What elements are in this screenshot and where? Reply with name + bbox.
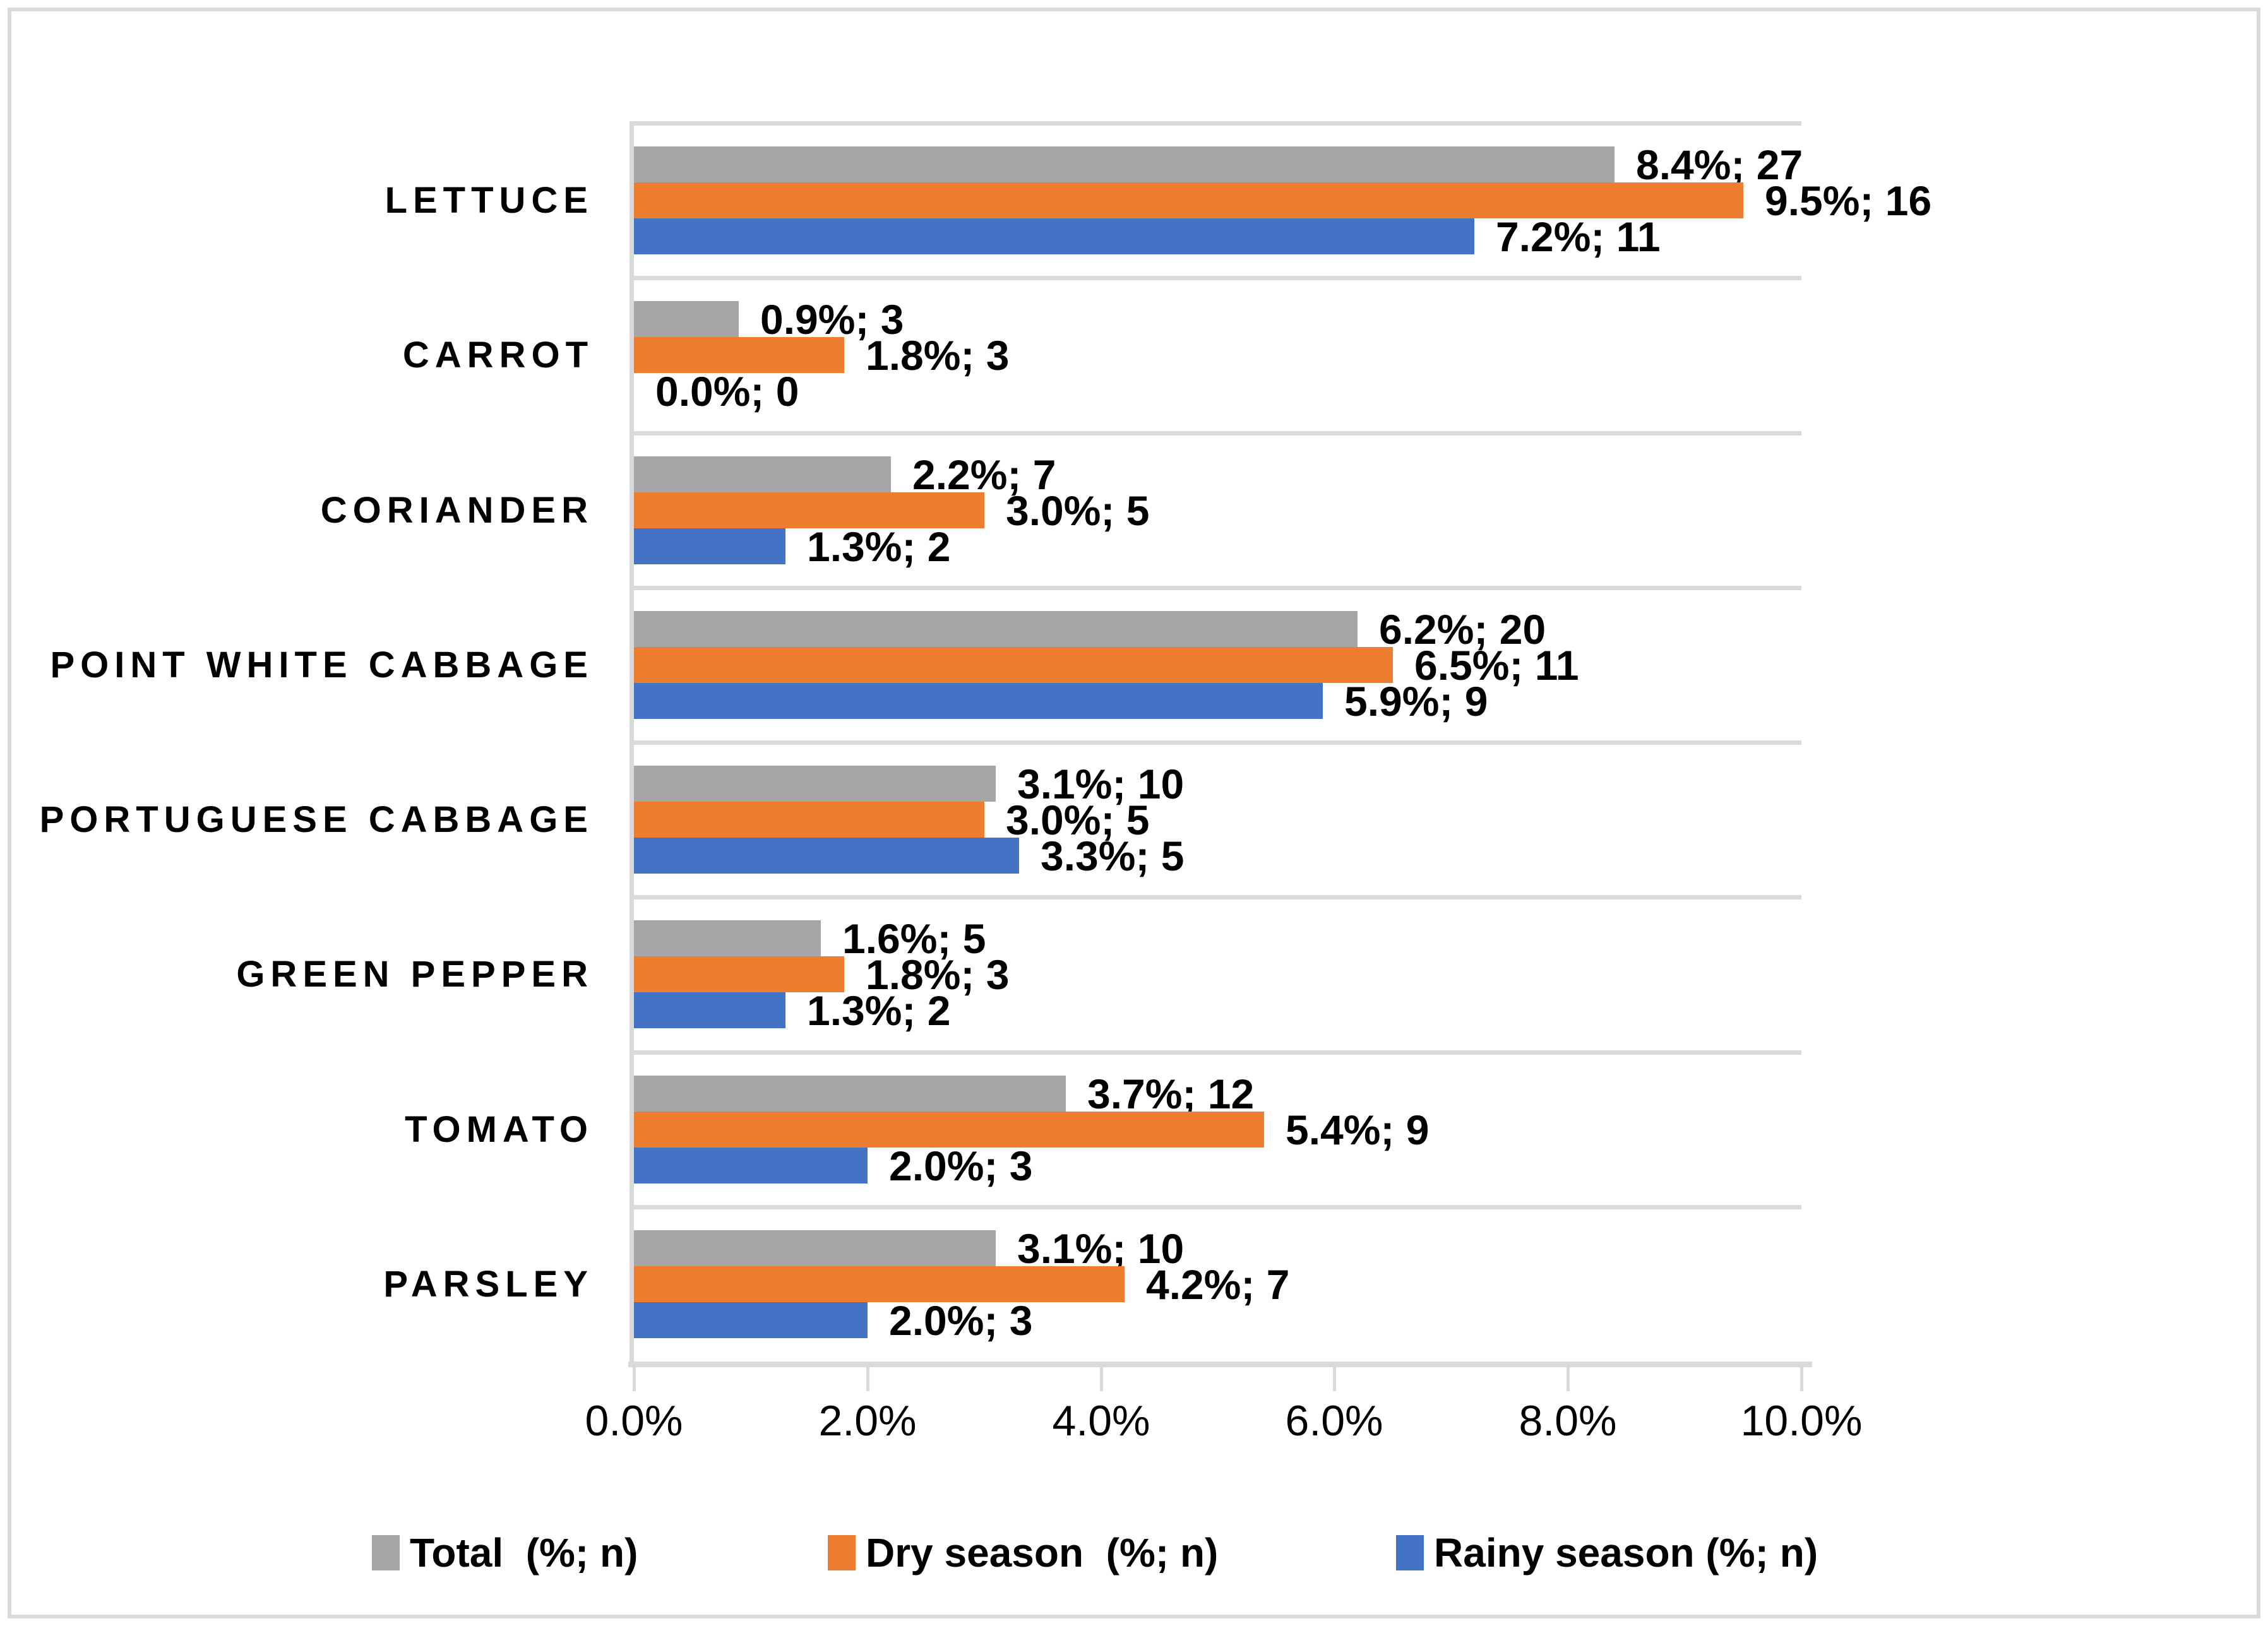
category-label: PARSLEY xyxy=(383,1263,594,1305)
bar-dry-point-white-cabbage xyxy=(634,647,1393,683)
category-label: PORTUGUESE CABBAGE xyxy=(39,799,594,841)
x-axis-tick xyxy=(633,1367,636,1391)
x-tick-label: 2.0% xyxy=(818,1397,917,1445)
x-axis-tick xyxy=(1333,1367,1336,1391)
data-label: 0.9%; 3 xyxy=(760,295,904,343)
x-axis-tick xyxy=(1800,1367,1803,1391)
bar-dry-carrot xyxy=(634,337,844,373)
bar-rainy-coriander xyxy=(634,528,785,564)
x-axis-line xyxy=(628,1362,1812,1367)
x-axis-tick xyxy=(866,1367,869,1391)
category-separator-gridline xyxy=(630,740,1801,745)
category-separator-gridline xyxy=(630,431,1801,436)
category-separator-gridline xyxy=(630,586,1801,590)
data-label: 8.4%; 27 xyxy=(1636,141,1803,188)
data-label: 3.7%; 12 xyxy=(1087,1070,1255,1117)
data-label: 1.3%; 2 xyxy=(807,523,951,570)
legend-item-dry: Dry season (%; n) xyxy=(828,1530,1218,1576)
x-tick-label: 4.0% xyxy=(1052,1397,1150,1445)
bar-total-portuguese-cabbage xyxy=(634,766,996,802)
category-separator-gridline xyxy=(630,276,1801,280)
data-label: 5.9%; 9 xyxy=(1344,677,1488,725)
bar-dry-green-pepper xyxy=(634,956,844,992)
bar-rainy-point-white-cabbage xyxy=(634,683,1323,719)
data-label: 4.2%; 7 xyxy=(1146,1261,1290,1308)
data-label: 1.8%; 3 xyxy=(866,331,1010,379)
legend-marker-icon xyxy=(1396,1535,1424,1570)
category-label: POINT WHITE CABBAGE xyxy=(50,644,594,685)
data-label: 3.0%; 5 xyxy=(1006,487,1150,534)
category-label: LETTUCE xyxy=(385,180,594,222)
legend-item-total: Total (%; n) xyxy=(372,1530,638,1576)
bar-total-tomato xyxy=(634,1076,1066,1112)
legend-item-rainy: Rainy season (%; n) xyxy=(1396,1530,1818,1576)
bar-dry-portuguese-cabbage xyxy=(634,802,984,838)
data-label: 0.0%; 0 xyxy=(655,367,799,415)
data-label: 5.4%; 9 xyxy=(1286,1106,1429,1153)
bar-dry-coriander xyxy=(634,492,984,528)
data-label: 2.2%; 7 xyxy=(912,451,1056,498)
bar-dry-tomato xyxy=(634,1112,1264,1148)
x-axis-tick xyxy=(1567,1367,1570,1391)
x-tick-label: 8.0% xyxy=(1519,1397,1617,1445)
data-label: 2.0%; 3 xyxy=(889,1297,1033,1344)
y-axis-line xyxy=(630,121,634,1365)
data-label: 3.3%; 5 xyxy=(1041,832,1185,879)
category-separator-gridline xyxy=(630,1205,1801,1209)
category-label: TOMATO xyxy=(405,1108,594,1150)
legend-label: Dry season (%; n) xyxy=(866,1530,1219,1576)
x-tick-label: 10.0% xyxy=(1740,1397,1863,1445)
data-label: 3.1%; 10 xyxy=(1017,760,1185,807)
legend-label: Total (%; n) xyxy=(410,1530,638,1576)
category-label: CARROT xyxy=(402,335,594,376)
data-label: 9.5%; 16 xyxy=(1765,177,1932,224)
bar-rainy-tomato xyxy=(634,1148,868,1184)
bar-total-point-white-cabbage xyxy=(634,611,1358,647)
x-axis-tick xyxy=(1100,1367,1103,1391)
bar-rainy-portuguese-cabbage xyxy=(634,838,1019,874)
plot-top-gridline xyxy=(630,121,1801,126)
bar-rainy-green-pepper xyxy=(634,992,785,1028)
bar-total-lettuce xyxy=(634,146,1614,182)
bar-total-carrot xyxy=(634,301,739,337)
x-tick-label: 0.0% xyxy=(585,1397,683,1445)
category-label: CORIANDER xyxy=(320,489,594,531)
bar-total-green-pepper xyxy=(634,920,821,956)
data-label: 7.2%; 11 xyxy=(1496,213,1661,260)
data-label: 1.6%; 5 xyxy=(842,915,986,962)
legend-marker-icon xyxy=(828,1535,856,1570)
legend-marker-icon xyxy=(372,1535,400,1570)
data-label: 2.0%; 3 xyxy=(889,1142,1033,1189)
bar-rainy-parsley xyxy=(634,1302,868,1338)
category-separator-gridline xyxy=(630,1050,1801,1055)
data-label: 6.5%; 11 xyxy=(1414,641,1579,689)
data-label: 3.1%; 10 xyxy=(1017,1225,1185,1272)
category-separator-gridline xyxy=(630,895,1801,899)
x-tick-label: 6.0% xyxy=(1285,1397,1383,1445)
data-label: 3.0%; 5 xyxy=(1006,796,1150,843)
bar-rainy-lettuce xyxy=(634,218,1474,254)
data-label: 6.2%; 20 xyxy=(1379,605,1546,653)
data-label: 1.8%; 3 xyxy=(866,951,1010,998)
bar-total-parsley xyxy=(634,1230,996,1266)
data-label: 1.3%; 2 xyxy=(807,987,951,1034)
bar-dry-parsley xyxy=(634,1266,1125,1302)
bar-total-coriander xyxy=(634,456,891,492)
bar-dry-lettuce xyxy=(634,182,1743,218)
category-label: GREEN PEPPER xyxy=(236,954,594,995)
legend-label: Rainy season (%; n) xyxy=(1434,1530,1818,1576)
